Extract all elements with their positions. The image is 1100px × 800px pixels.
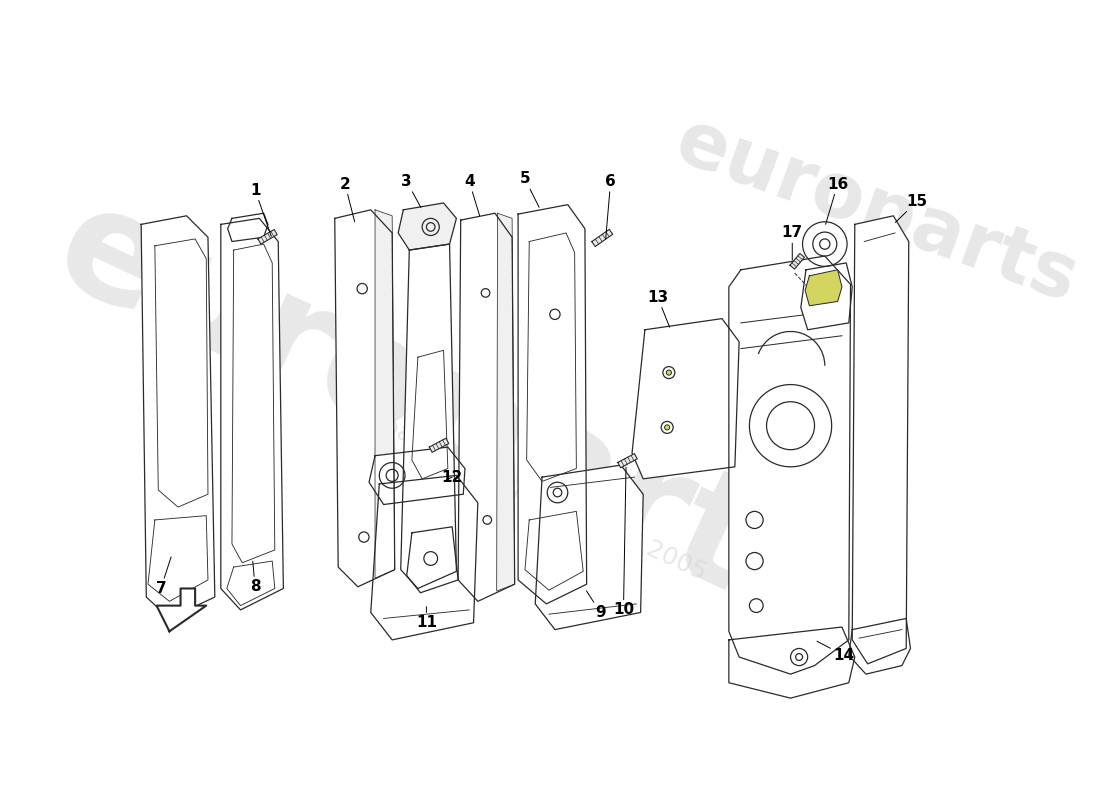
Polygon shape (148, 516, 208, 602)
Text: 3: 3 (402, 174, 421, 207)
Polygon shape (849, 618, 911, 674)
Polygon shape (429, 438, 449, 452)
Polygon shape (156, 589, 207, 631)
Text: 15: 15 (895, 194, 928, 222)
Polygon shape (525, 511, 583, 590)
Polygon shape (398, 203, 456, 250)
Text: europarts: europarts (34, 171, 862, 663)
Text: 12: 12 (441, 470, 463, 485)
Text: 14: 14 (817, 641, 855, 663)
Polygon shape (407, 526, 458, 593)
Polygon shape (368, 447, 465, 505)
Polygon shape (536, 465, 643, 630)
Polygon shape (618, 454, 637, 468)
Polygon shape (141, 216, 214, 618)
Polygon shape (632, 318, 739, 479)
Polygon shape (232, 244, 275, 562)
Polygon shape (371, 475, 477, 640)
Polygon shape (257, 230, 277, 244)
Polygon shape (729, 256, 850, 674)
Polygon shape (527, 233, 576, 482)
Polygon shape (228, 214, 268, 242)
Polygon shape (852, 216, 909, 664)
Text: europarts: europarts (666, 105, 1087, 318)
Polygon shape (227, 561, 275, 606)
Polygon shape (334, 210, 395, 586)
Circle shape (664, 425, 670, 430)
Polygon shape (458, 214, 515, 602)
Text: 16: 16 (826, 177, 848, 224)
Text: 11: 11 (416, 606, 437, 630)
Polygon shape (790, 254, 804, 269)
Circle shape (667, 370, 671, 375)
Text: 5: 5 (519, 171, 539, 207)
Polygon shape (592, 230, 613, 246)
Text: 7: 7 (155, 557, 172, 596)
Text: 9: 9 (586, 591, 606, 620)
Text: 17: 17 (782, 226, 803, 260)
Text: a passion for parts since 2005: a passion for parts since 2005 (358, 403, 710, 585)
Polygon shape (805, 270, 842, 306)
Polygon shape (801, 263, 852, 330)
Text: 1: 1 (250, 182, 272, 236)
Text: 6: 6 (605, 174, 616, 238)
Polygon shape (400, 244, 456, 589)
Text: 8: 8 (250, 562, 261, 594)
Polygon shape (729, 627, 855, 698)
Polygon shape (221, 218, 284, 610)
Polygon shape (411, 350, 448, 479)
Text: 10: 10 (613, 467, 634, 618)
Polygon shape (518, 205, 586, 604)
Text: 13: 13 (647, 290, 670, 327)
Text: 2: 2 (340, 177, 354, 222)
Polygon shape (155, 239, 208, 507)
Polygon shape (375, 210, 395, 578)
Polygon shape (497, 214, 515, 591)
Text: 4: 4 (464, 174, 480, 216)
